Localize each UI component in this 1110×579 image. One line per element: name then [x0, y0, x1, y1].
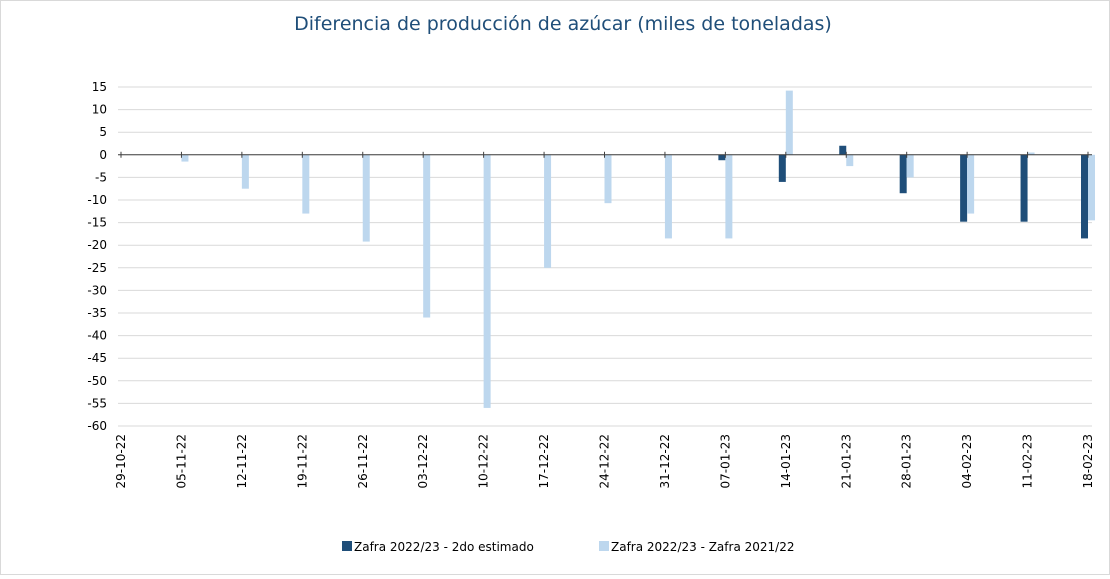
x-tick-label: 11-02-23	[1021, 434, 1035, 488]
legend-swatch	[342, 541, 352, 551]
bar	[362, 154, 370, 242]
bar	[725, 154, 733, 239]
x-tick-label: 31-12-22	[658, 434, 672, 488]
x-tick-label: 21-01-23	[839, 434, 853, 488]
legend-label: Zafra 2022/23 - 2do estimado	[354, 540, 534, 554]
y-tick-label: -45	[87, 351, 107, 365]
legend-label: Zafra 2022/23 - Zafra 2021/22	[611, 540, 794, 554]
x-tick-label: 24-12-22	[598, 434, 612, 488]
bar	[483, 154, 491, 408]
y-tick-label: 0	[99, 148, 107, 162]
y-tick-label: -5	[95, 170, 107, 184]
bar	[839, 145, 847, 155]
bar	[664, 154, 672, 239]
bar	[181, 154, 189, 162]
x-tick-label: 14-01-23	[779, 434, 793, 488]
x-tick-label: 19-11-22	[295, 434, 309, 488]
x-tick-label: 03-12-22	[416, 434, 430, 488]
y-tick-label: -30	[87, 283, 107, 297]
bar	[423, 154, 431, 318]
x-tick-label: 29-10-22	[114, 434, 128, 488]
y-tick-label: -20	[87, 238, 107, 252]
y-tick-label: 15	[92, 80, 107, 94]
x-tick-label: 10-12-22	[477, 434, 491, 488]
bar	[846, 154, 854, 167]
bar	[302, 154, 310, 214]
y-tick-label: -15	[87, 216, 107, 230]
bar	[785, 90, 793, 155]
bar	[1081, 154, 1088, 239]
bar	[899, 154, 907, 194]
bar	[906, 154, 914, 178]
bar	[241, 154, 249, 189]
bar	[967, 154, 975, 214]
bar	[604, 154, 612, 204]
legend-swatch	[599, 541, 609, 551]
y-tick-label: -50	[87, 374, 107, 388]
y-tick-label: -35	[87, 306, 107, 320]
x-tick-label: 07-01-23	[718, 434, 732, 488]
x-tick-label: 17-12-22	[537, 434, 551, 488]
y-tick-label: -40	[87, 329, 107, 343]
bar	[1020, 154, 1028, 222]
chart-title: Diferencia de producción de azúcar (mile…	[294, 13, 832, 35]
y-tick-label: -10	[87, 193, 107, 207]
bar	[544, 154, 552, 268]
x-tick-label: 28-01-23	[900, 434, 914, 488]
x-tick-label: 12-11-22	[235, 434, 249, 488]
y-tick-label: 10	[92, 103, 107, 117]
bar	[1027, 152, 1035, 155]
y-tick-label: -60	[87, 419, 107, 433]
bar	[1088, 154, 1095, 221]
x-tick-label: 05-11-22	[174, 434, 188, 488]
bar	[778, 154, 786, 182]
y-tick-label: -25	[87, 261, 107, 275]
y-tick-label: 5	[99, 125, 107, 139]
bar	[960, 154, 968, 222]
x-tick-label: 18-02-23	[1081, 434, 1095, 488]
bar	[718, 154, 726, 161]
y-tick-label: -55	[87, 396, 107, 410]
x-tick-label: 04-02-23	[960, 434, 974, 488]
x-tick-label: 26-11-22	[356, 434, 370, 488]
